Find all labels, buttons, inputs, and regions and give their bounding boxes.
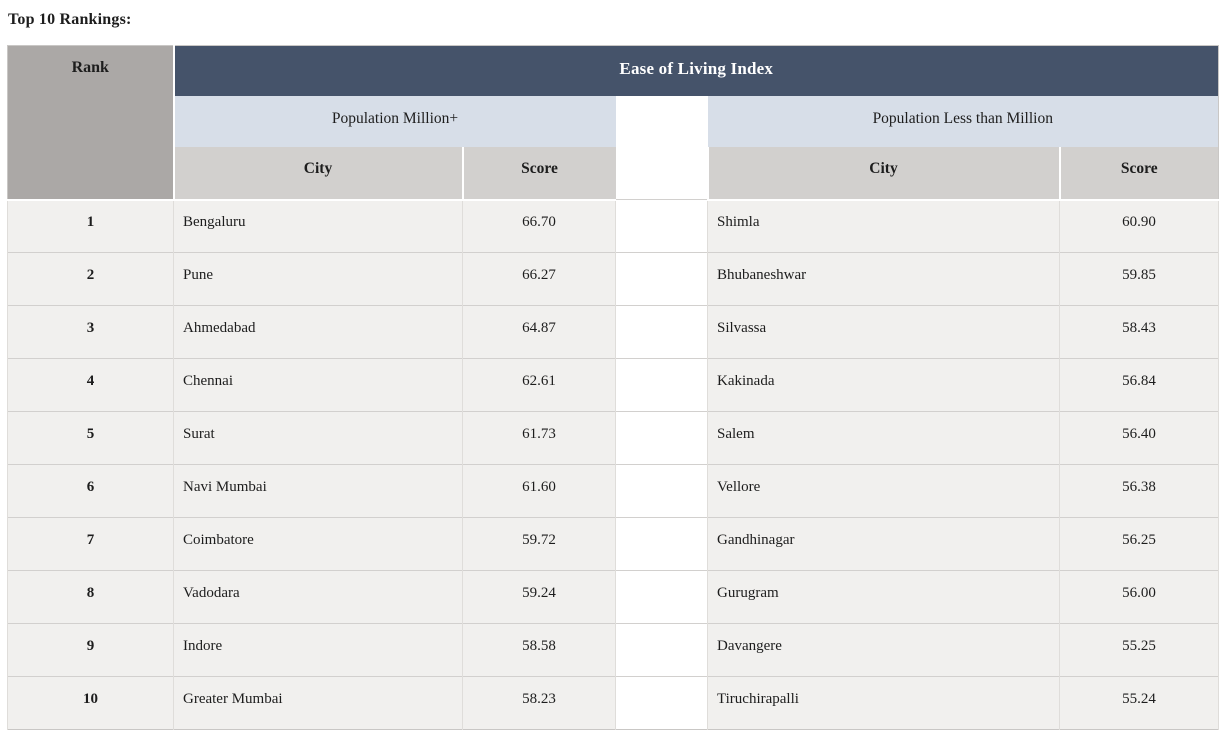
spacer-cell [615,676,708,730]
city-column-header-right: City [706,146,1060,201]
score-cell: 56.00 [1058,570,1220,624]
score-cell: 59.85 [1058,252,1220,306]
table-row: 2 Pune 66.27 Bhubaneshwar 59.85 [7,252,1220,306]
score-cell: 56.38 [1058,464,1220,518]
rank-cell: 9 [7,623,174,677]
city-cell: Gandhinagar [707,517,1060,571]
rank-cell: 10 [7,676,174,730]
city-cell: Gurugram [707,570,1060,624]
spacer-cell [615,623,708,677]
table-row: 4 Chennai 62.61 Kakinada 56.84 [7,358,1220,412]
population-million-plus-header: Population Million+ [173,95,616,147]
score-cell: 61.60 [462,464,616,518]
city-cell: Bhubaneshwar [707,252,1060,306]
score-cell: 56.40 [1058,411,1220,465]
table-row: 7 Coimbatore 59.72 Gandhinagar 56.25 [7,517,1220,571]
spacer-cell [615,358,708,412]
rank-cell: 3 [7,305,174,359]
header-row-main: Rank Ease of Living Index [7,45,1219,201]
rank-cell: 7 [7,517,174,571]
score-cell: 59.24 [462,570,616,624]
score-cell: 56.25 [1058,517,1220,571]
rank-cell: 2 [7,252,174,306]
page-title: Top 10 Rankings: [8,11,132,28]
score-column-header-right: Score [1058,146,1219,201]
rank-cell: 6 [7,464,174,518]
city-cell: Salem [707,411,1060,465]
rankings-table: Rank Ease of Living Index Population Mil… [7,45,1220,730]
score-cell: 59.72 [462,517,616,571]
city-cell: Greater Mumbai [173,676,463,730]
score-cell: 55.25 [1058,623,1220,677]
spacer-cell [615,411,708,465]
city-cell: Shimla [707,199,1060,253]
table-row: 6 Navi Mumbai 61.60 Vellore 56.38 [7,464,1220,518]
city-cell: Tiruchirapalli [707,676,1060,730]
table-row: 1 Bengaluru 66.70 Shimla 60.90 [7,199,1220,253]
score-cell: 64.87 [462,305,616,359]
rank-cell: 8 [7,570,174,624]
table-row: 9 Indore 58.58 Davangere 55.25 [7,623,1220,677]
header-row-columns: City Score City Score [8,146,1219,201]
city-cell: Silvassa [707,305,1060,359]
table-row: 8 Vadodara 59.24 Gurugram 56.00 [7,570,1220,624]
score-cell: 62.61 [462,358,616,412]
score-cell: 58.23 [462,676,616,730]
spacer-cell [615,252,708,306]
city-cell: Chennai [173,358,463,412]
spacer-cell [615,305,708,359]
spacer-cell [615,146,708,200]
city-cell: Bengaluru [173,199,463,253]
table-row: 3 Ahmedabad 64.87 Silvassa 58.43 [7,305,1220,359]
score-cell: 55.24 [1058,676,1220,730]
city-cell: Vellore [707,464,1060,518]
spacer-cell [615,464,708,518]
spacer-cell [615,517,708,571]
city-cell: Kakinada [707,358,1060,412]
rank-column-header: Rank [7,45,175,201]
score-cell: 58.43 [1058,305,1220,359]
city-column-header-left: City [172,146,463,201]
score-cell: 56.84 [1058,358,1220,412]
city-cell: Navi Mumbai [173,464,463,518]
score-column-header-left: Score [461,146,616,201]
spacer-cell [615,199,708,253]
score-cell: 60.90 [1058,199,1220,253]
score-cell: 66.27 [462,252,616,306]
population-less-than-million-header: Population Less than Million [707,95,1219,147]
rank-cell: 5 [7,411,174,465]
score-cell: 58.58 [462,623,616,677]
city-cell: Vadodara [173,570,463,624]
city-cell: Pune [173,252,463,306]
city-cell: Davangere [707,623,1060,677]
table-row: 10 Greater Mumbai 58.23 Tiruchirapalli 5… [7,676,1220,730]
rank-cell: 1 [7,199,174,253]
table-row: 5 Surat 61.73 Salem 56.40 [7,411,1220,465]
ease-of-living-index-header: Ease of Living Index [173,45,1219,96]
score-cell: 66.70 [462,199,616,253]
spacer-cell [615,570,708,624]
score-cell: 61.73 [462,411,616,465]
spacer-cell [615,95,708,147]
city-cell: Coimbatore [173,517,463,571]
city-cell: Surat [173,411,463,465]
rank-cell: 4 [7,358,174,412]
city-cell: Indore [173,623,463,677]
header-row-groups: Population Million+ Population Less than… [8,95,1219,147]
city-cell: Ahmedabad [173,305,463,359]
